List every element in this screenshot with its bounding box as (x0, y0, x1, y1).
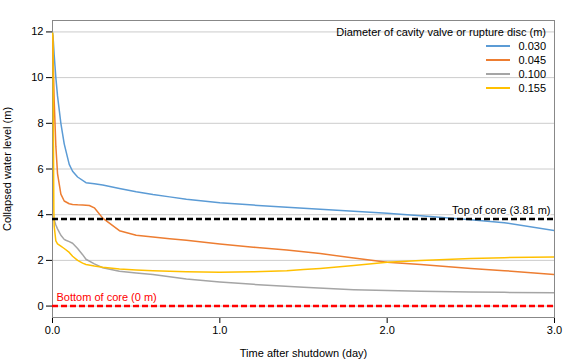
svg-text:0.0: 0.0 (45, 324, 60, 336)
svg-text:12: 12 (31, 25, 43, 37)
svg-text:10: 10 (31, 71, 43, 83)
svg-text:0.155: 0.155 (518, 82, 546, 94)
svg-text:0.100: 0.100 (518, 68, 546, 80)
svg-text:2.0: 2.0 (380, 324, 395, 336)
svg-text:Collapsed water level (m): Collapsed water level (m) (1, 107, 13, 231)
svg-text:6: 6 (37, 163, 43, 175)
svg-text:3.0: 3.0 (547, 324, 562, 336)
svg-text:4: 4 (37, 208, 43, 220)
svg-text:0.045: 0.045 (518, 54, 546, 66)
svg-text:0.030: 0.030 (518, 40, 546, 52)
svg-text:Top of core (3.81 m): Top of core (3.81 m) (452, 204, 550, 216)
svg-text:2: 2 (37, 254, 43, 266)
svg-text:8: 8 (37, 117, 43, 129)
svg-text:Time after shutdown (day): Time after shutdown (day) (240, 347, 367, 359)
svg-text:Bottom of core (0 m): Bottom of core (0 m) (57, 291, 157, 303)
svg-text:1.0: 1.0 (212, 324, 227, 336)
svg-text:Diameter of cavity valve or ru: Diameter of cavity valve or rupture disc… (336, 26, 546, 38)
svg-text:0: 0 (37, 300, 43, 312)
